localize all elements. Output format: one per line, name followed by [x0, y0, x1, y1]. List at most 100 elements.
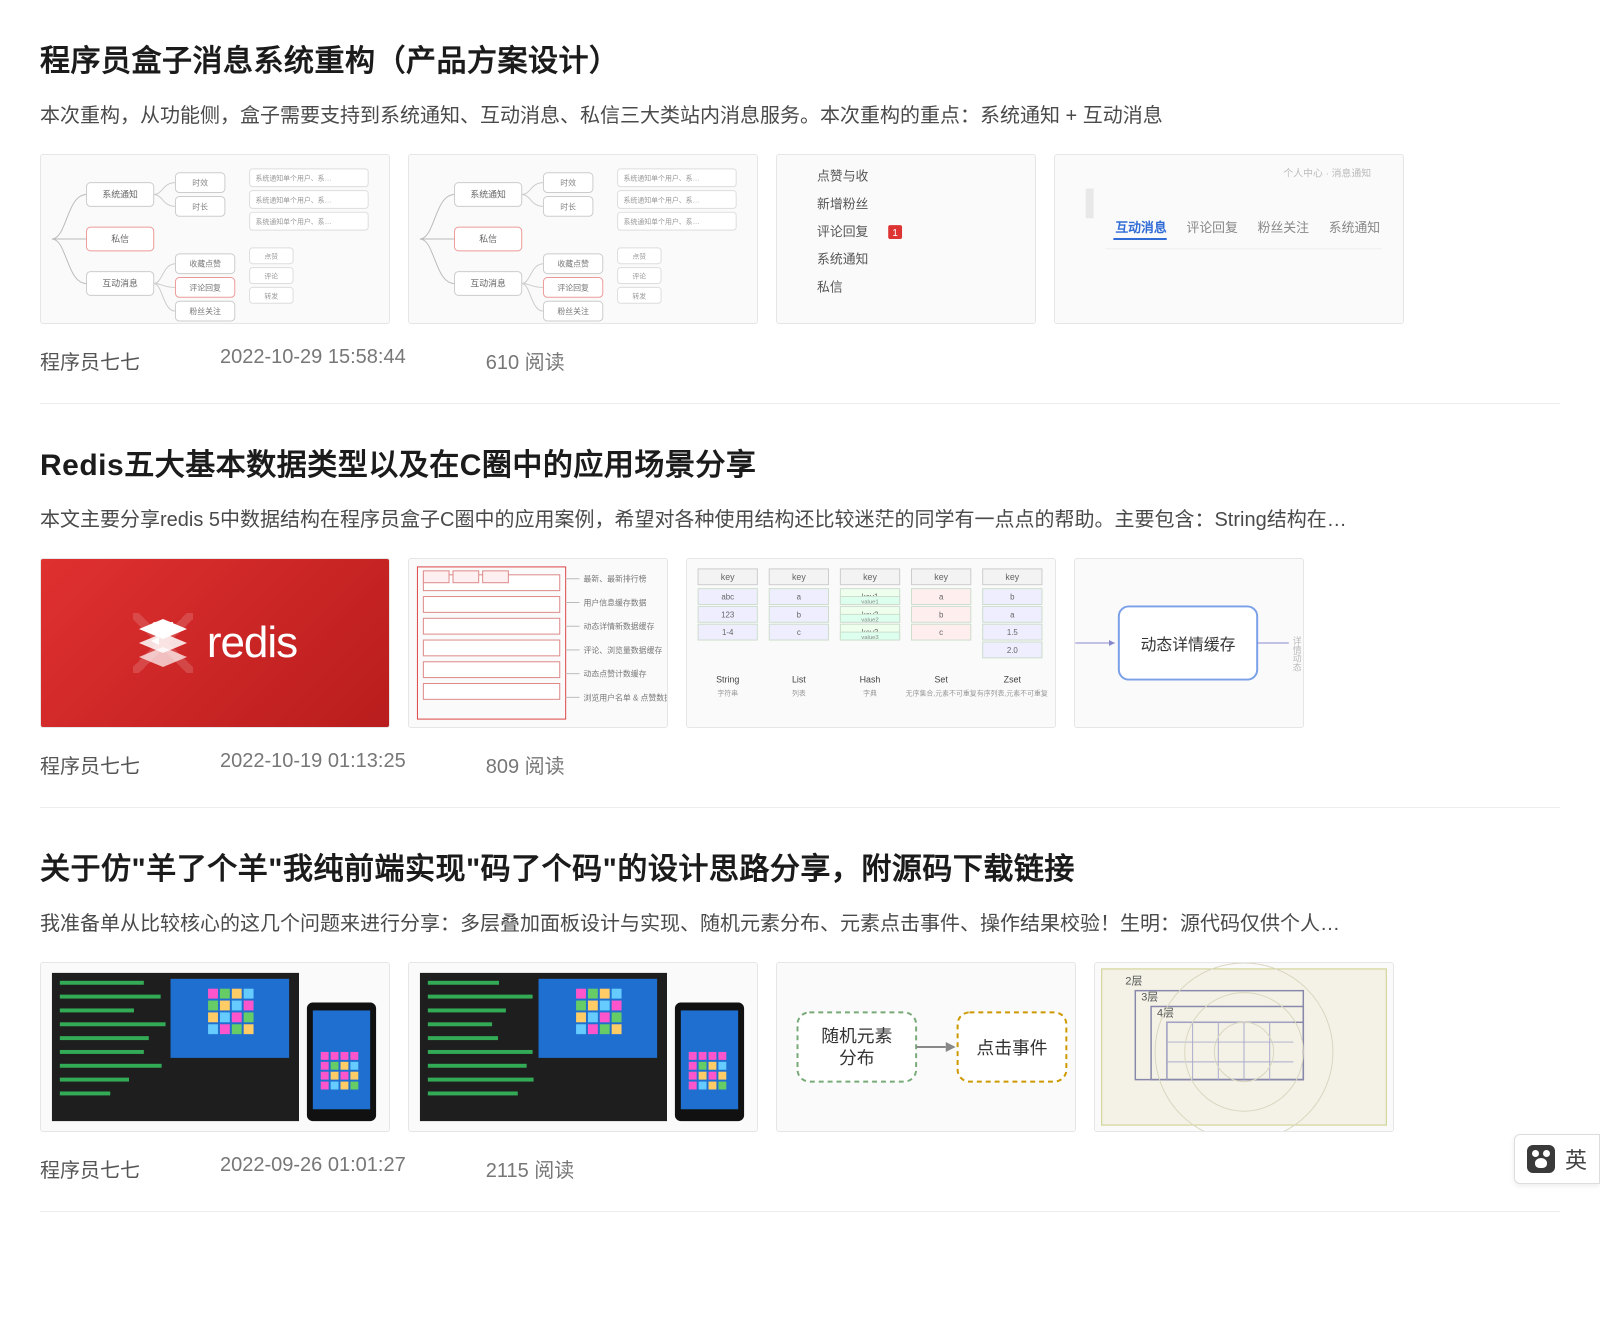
- svg-text:动态详情新数据缓存: 动态详情新数据缓存: [583, 621, 654, 631]
- article-card: Redis五大基本数据类型以及在C圈中的应用场景分享 本文主要分享redis 5…: [40, 404, 1560, 808]
- svg-text:字符串: 字符串: [717, 688, 738, 697]
- svg-text:评论回复: 评论回复: [557, 282, 589, 292]
- svg-text:a: a: [797, 593, 802, 602]
- svg-text:系统通知单个用户、系…: 系统通知单个用户、系…: [624, 195, 700, 204]
- thumb-row: 随机元素 分布 点击事件 2层3层4层: [40, 962, 1560, 1132]
- svg-text:互动消息: 互动消息: [1115, 220, 1166, 235]
- svg-text:Hash: Hash: [860, 675, 881, 685]
- svg-text:Zset: Zset: [1004, 675, 1022, 685]
- svg-text:value3: value3: [861, 635, 879, 641]
- svg-text:a: a: [939, 593, 944, 602]
- svg-text:无序集合,元素不可重复: 无序集合,元素不可重复: [906, 688, 977, 697]
- article-thumb[interactable]: 系统通知私信互动消息时效时长系统通知单个用户、系…系统通知单个用户、系…系统通知…: [40, 154, 390, 324]
- article-excerpt: 我准备单从比较核心的这几个问题来进行分享：多层叠加面板设计与实现、随机元素分布、…: [40, 908, 1560, 940]
- article-thumb[interactable]: keyabc1231-4String字符串keyabcList列表keykey1…: [686, 558, 1056, 728]
- svg-text:个人中心 · 消息通知: 个人中心 · 消息通知: [1283, 167, 1371, 180]
- article-thumb[interactable]: 2层3层4层: [1094, 962, 1394, 1132]
- article-date: 2022-10-19 01:13:25: [220, 750, 406, 779]
- paw-icon: [1527, 1145, 1555, 1173]
- svg-text:互动消息: 互动消息: [470, 277, 506, 288]
- svg-text:3层: 3层: [1141, 991, 1158, 1004]
- svg-text:系统通知: 系统通知: [1329, 220, 1380, 235]
- svg-text:评论、浏览量数据缓存: 评论、浏览量数据缓存: [583, 645, 662, 655]
- ime-badge[interactable]: 英: [1514, 1134, 1600, 1184]
- svg-text:c: c: [939, 628, 943, 637]
- svg-text:value1: value1: [861, 599, 878, 605]
- article-thumb[interactable]: [40, 962, 390, 1132]
- svg-text:互动消息: 互动消息: [102, 277, 138, 288]
- svg-text:1-4: 1-4: [722, 628, 734, 637]
- svg-text:4层: 4层: [1157, 1006, 1174, 1019]
- svg-text:点赞: 点赞: [632, 252, 646, 261]
- thumb-row: redis 最新、最新排行榜用户信息缓存数据动态详情新数据缓存评论、浏览量数据缓…: [40, 558, 1560, 728]
- svg-text:评论回复: 评论回复: [817, 224, 868, 239]
- svg-text:分布: 分布: [839, 1048, 875, 1068]
- svg-text:b: b: [797, 610, 802, 619]
- svg-text:字典: 字典: [863, 688, 877, 697]
- svg-text:时长: 时长: [192, 201, 208, 211]
- article-reads: 610 阅读: [486, 346, 565, 375]
- svg-text:用户信息缓存数据: 用户信息缓存数据: [583, 597, 646, 607]
- svg-text:1.5: 1.5: [1007, 628, 1019, 637]
- svg-text:b: b: [1010, 593, 1015, 602]
- svg-text:粉丝关注: 粉丝关注: [1258, 220, 1309, 235]
- svg-text:转发: 转发: [632, 291, 646, 300]
- svg-text:私信: 私信: [817, 279, 843, 294]
- article-author[interactable]: 程序员七七: [40, 750, 140, 779]
- article-thumb[interactable]: 随机元素 分布 点击事件: [776, 962, 1076, 1132]
- article-author[interactable]: 程序员七七: [40, 346, 140, 375]
- article-thumb[interactable]: redis: [40, 558, 390, 728]
- svg-text:系统通知: 系统通知: [817, 252, 868, 267]
- svg-text:列表: 列表: [792, 688, 806, 697]
- article-thumb[interactable]: 动态详情缓存 详情动态: [1074, 558, 1304, 728]
- svg-text:系统通知: 系统通知: [470, 188, 506, 199]
- svg-text:c: c: [797, 628, 801, 637]
- svg-text:收藏点赞: 收藏点赞: [189, 259, 221, 269]
- svg-text:a: a: [1010, 610, 1015, 619]
- svg-text:评论: 评论: [264, 272, 278, 281]
- article-date: 2022-09-26 01:01:27: [220, 1154, 406, 1183]
- svg-text:2.0: 2.0: [1007, 646, 1019, 655]
- article-card: 程序员盒子消息系统重构（产品方案设计） 本次重构，从功能侧，盒子需要支持到系统通…: [40, 0, 1560, 404]
- svg-text:动态详情缓存: 动态详情缓存: [1141, 636, 1236, 654]
- article-meta: 程序员七七 2022-10-19 01:13:25 809 阅读: [40, 750, 1560, 779]
- article-reads: 2115 阅读: [486, 1154, 575, 1183]
- article-thumb[interactable]: 个人中心 · 消息通知互动消息 评论回复 粉丝关注 系统通知: [1054, 154, 1404, 324]
- svg-text:List: List: [792, 675, 806, 685]
- svg-text:key: key: [721, 572, 735, 582]
- article-reads: 809 阅读: [486, 750, 565, 779]
- svg-text:b: b: [939, 610, 944, 619]
- svg-text:value2: value2: [861, 617, 878, 623]
- article-thumb[interactable]: 最新、最新排行榜用户信息缓存数据动态详情新数据缓存评论、浏览量数据缓存动态点赞计…: [408, 558, 668, 728]
- svg-text:详情动态: 详情动态: [1292, 635, 1302, 672]
- article-title[interactable]: 关于仿"羊了个羊"我纯前端实现"码了个码"的设计思路分享，附源码下载链接: [40, 844, 1560, 888]
- article-title[interactable]: 程序员盒子消息系统重构（产品方案设计）: [40, 36, 1560, 80]
- svg-text:系统通知单个用户、系…: 系统通知单个用户、系…: [256, 195, 332, 204]
- article-author[interactable]: 程序员七七: [40, 1154, 140, 1183]
- svg-text:最新、最新排行榜: 最新、最新排行榜: [583, 574, 646, 584]
- svg-text:私信: 私信: [479, 233, 497, 244]
- svg-text:私信: 私信: [111, 233, 129, 244]
- article-thumb[interactable]: 点赞与收新增粉丝评论回复1系统通知私信: [776, 154, 1036, 324]
- svg-text:动态点赞计数缓存: 动态点赞计数缓存: [583, 669, 646, 679]
- svg-text:1: 1: [892, 228, 898, 239]
- svg-text:新增粉丝: 新增粉丝: [817, 196, 868, 211]
- svg-text:点赞: 点赞: [264, 252, 278, 261]
- svg-text:粉丝关注: 粉丝关注: [557, 306, 589, 316]
- svg-text:abc: abc: [721, 593, 734, 602]
- ime-label: 英: [1565, 1143, 1587, 1175]
- article-excerpt: 本次重构，从功能侧，盒子需要支持到系统通知、互动消息、私信三大类站内消息服务。本…: [40, 100, 1560, 132]
- svg-text:点击事件: 点击事件: [976, 1038, 1047, 1058]
- svg-text:String: String: [716, 675, 739, 685]
- svg-text:系统通知单个用户、系…: 系统通知单个用户、系…: [624, 174, 700, 183]
- svg-text:key: key: [934, 572, 948, 582]
- svg-text:随机元素: 随机元素: [821, 1026, 892, 1046]
- svg-text:key: key: [863, 572, 877, 582]
- article-date: 2022-10-29 15:58:44: [220, 346, 406, 375]
- svg-text:时效: 时效: [192, 178, 208, 188]
- svg-text:123: 123: [721, 610, 735, 619]
- article-thumb[interactable]: [408, 962, 758, 1132]
- article-thumb[interactable]: 系统通知私信互动消息时效时长系统通知单个用户、系…系统通知单个用户、系…系统通知…: [408, 154, 758, 324]
- article-title[interactable]: Redis五大基本数据类型以及在C圈中的应用场景分享: [40, 440, 1560, 484]
- svg-text:评论回复: 评论回复: [1187, 220, 1238, 235]
